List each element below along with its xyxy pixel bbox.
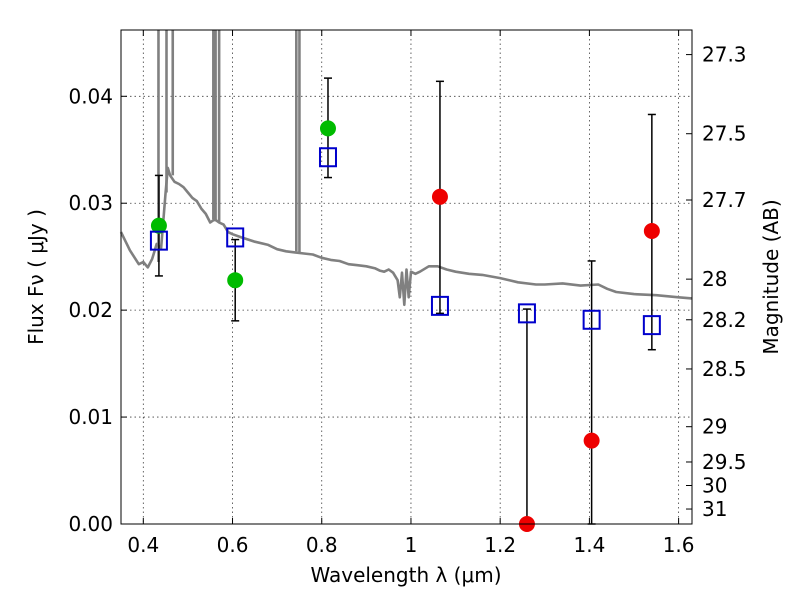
y-tick-label: 0.03 xyxy=(68,191,113,215)
sed-model-layer xyxy=(119,30,693,307)
photometry-point xyxy=(150,217,167,234)
right-axis-title: Magnitude (AB) xyxy=(759,199,783,354)
model-flux-square xyxy=(430,295,449,316)
photometry-point xyxy=(643,223,660,240)
x-tick-label: 0.4 xyxy=(127,533,159,557)
photometry-point xyxy=(431,188,448,205)
x-tick-label: 1 xyxy=(405,533,418,557)
model-flux-square xyxy=(582,309,601,330)
right-tick-label: 30 xyxy=(702,474,727,498)
x-axis-ticks: 0.4 0.6 0.8 1 1.2 1.4 1.6 xyxy=(127,30,695,557)
model-flux-square xyxy=(226,227,245,248)
plot-frame xyxy=(120,29,693,525)
photometry-point xyxy=(583,432,600,449)
sed-model-line xyxy=(119,166,693,307)
y-tick-label: 0.04 xyxy=(68,84,113,108)
right-tick-label: 29.5 xyxy=(702,450,747,474)
model-flux-square xyxy=(642,315,661,336)
photometry-point xyxy=(319,120,336,137)
x-tick-label: 1.2 xyxy=(484,533,516,557)
right-tick-label: 27.7 xyxy=(702,188,747,212)
y-tick-label: 0.01 xyxy=(68,405,113,429)
right-tick-label: 28 xyxy=(702,267,727,291)
model-flux-square xyxy=(149,230,168,251)
model-flux-square xyxy=(517,303,536,324)
y-axis-title: Flux Fν ( μJy ) xyxy=(24,209,48,345)
right-tick-label: 28.5 xyxy=(702,357,747,381)
model-flux-square xyxy=(318,147,337,168)
x-axis-title: Wavelength λ (μm) xyxy=(310,563,501,587)
data-markers xyxy=(149,120,661,532)
y-tick-label: 0.02 xyxy=(68,298,113,322)
right-tick-label: 27.5 xyxy=(702,122,747,146)
y-axis-ticks: 0.00 0.01 0.02 0.03 0.04 xyxy=(68,84,127,536)
x-tick-label: 1.6 xyxy=(663,533,695,557)
right-tick-label: 31 xyxy=(702,497,727,521)
x-tick-label: 0.8 xyxy=(306,533,338,557)
x-tick-label: 0.6 xyxy=(217,533,249,557)
x-tick-label: 1.4 xyxy=(573,533,605,557)
photometry-point xyxy=(227,272,244,289)
right-tick-label: 28.2 xyxy=(702,308,747,332)
right-tick-label: 27.3 xyxy=(702,43,747,67)
y-tick-label: 0.00 xyxy=(68,512,113,536)
right-tick-label: 29 xyxy=(702,415,727,439)
